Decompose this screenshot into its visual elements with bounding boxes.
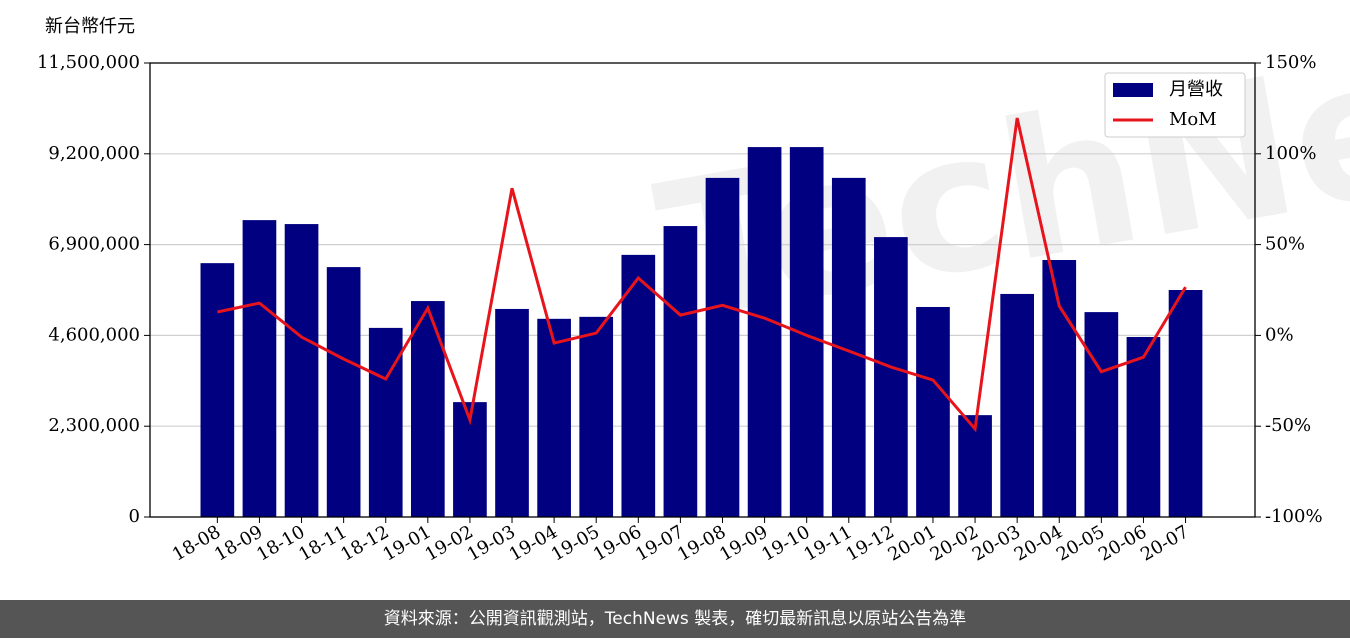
legend-swatch (1113, 83, 1153, 97)
y-tick-label: 6,900,000 (48, 234, 140, 255)
plot-frame (149, 62, 1256, 518)
bar (284, 224, 319, 518)
bar (916, 306, 950, 517)
legend: 月營收 MoM (1104, 72, 1246, 138)
y2-tick-label: 100% (1265, 143, 1316, 164)
bar (495, 308, 529, 517)
bar (579, 316, 614, 517)
y2-tick-label: 150% (1265, 52, 1316, 73)
y2-tick-label: 50% (1265, 234, 1305, 255)
y-tick-label: 9,200,000 (48, 143, 140, 164)
y-tick-label: 4,600,000 (48, 324, 140, 345)
source-note: 資料來源：公開資訊觀測站，TechNews 製表，確切最新訊息以原站公告為準 (384, 609, 966, 629)
y2-tick-label: -50% (1265, 415, 1311, 436)
bar (1084, 312, 1119, 517)
footer-bar (0, 600, 1350, 638)
bar (200, 263, 235, 517)
y-tick-label: 2,300,000 (48, 415, 140, 436)
y-axis-label: 新台幣仟元 (45, 16, 135, 37)
bar (1000, 293, 1034, 517)
bar (621, 254, 656, 517)
bar (410, 301, 445, 517)
x-tick-label: 20-07 (1137, 521, 1192, 565)
bar (537, 318, 571, 517)
y2-tick-label: 0% (1265, 324, 1294, 345)
bar (747, 147, 782, 518)
mom-line (217, 117, 1187, 433)
bar (705, 177, 740, 517)
y-tick-label: 0 (129, 506, 140, 527)
legend-label: 月營收 (1169, 79, 1223, 100)
legend-label: MoM (1169, 109, 1217, 130)
bar (242, 220, 277, 517)
y-tick-label: 11,500,000 (37, 52, 140, 73)
bar (326, 267, 361, 517)
bar (958, 415, 992, 517)
bar (663, 226, 698, 517)
bar (1126, 336, 1161, 517)
bar (874, 237, 908, 518)
y2-tick-label: -100% (1265, 506, 1323, 527)
bar (1042, 259, 1077, 517)
bar (1168, 290, 1203, 517)
